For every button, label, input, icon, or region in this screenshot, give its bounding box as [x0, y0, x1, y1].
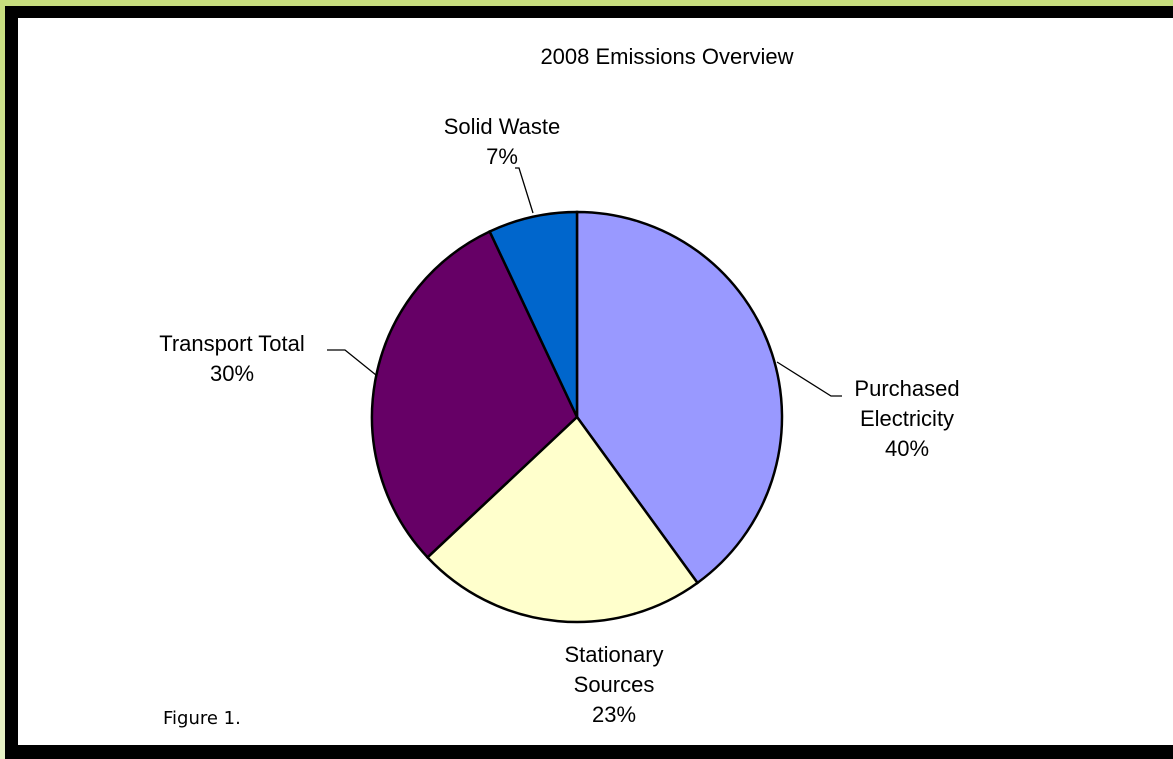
slice-label: Electricity [860, 406, 954, 431]
slice-label: Transport Total [159, 331, 305, 356]
slice-value-label: 40% [885, 436, 929, 461]
slice-label: Sources [574, 672, 655, 697]
slice-label: Stationary [564, 642, 663, 667]
slice-value-label: 7% [486, 144, 518, 169]
slice-label: Solid Waste [444, 114, 561, 139]
pie-slices [370, 210, 784, 624]
pie-slice-stationary-sources [425, 415, 700, 624]
pie-slice-solid-waste [488, 210, 579, 418]
leader-line [327, 349, 377, 376]
pie-slice-transport-total [370, 229, 579, 560]
slice-labels: Purchased Electricity 40% Stationary Sources… [159, 114, 959, 727]
slice-value-label: 30% [210, 361, 254, 386]
chart-title: 2008 Emissions Overview [540, 44, 793, 69]
slice-label: Purchased [854, 376, 959, 401]
leader-lines [327, 167, 842, 397]
leader-line [776, 361, 842, 397]
slice-value-label: 23% [592, 702, 636, 727]
figure-caption: Figure 1. [163, 708, 241, 729]
leader-line [515, 167, 534, 214]
pie-slice-purchased-electricity [575, 210, 784, 585]
